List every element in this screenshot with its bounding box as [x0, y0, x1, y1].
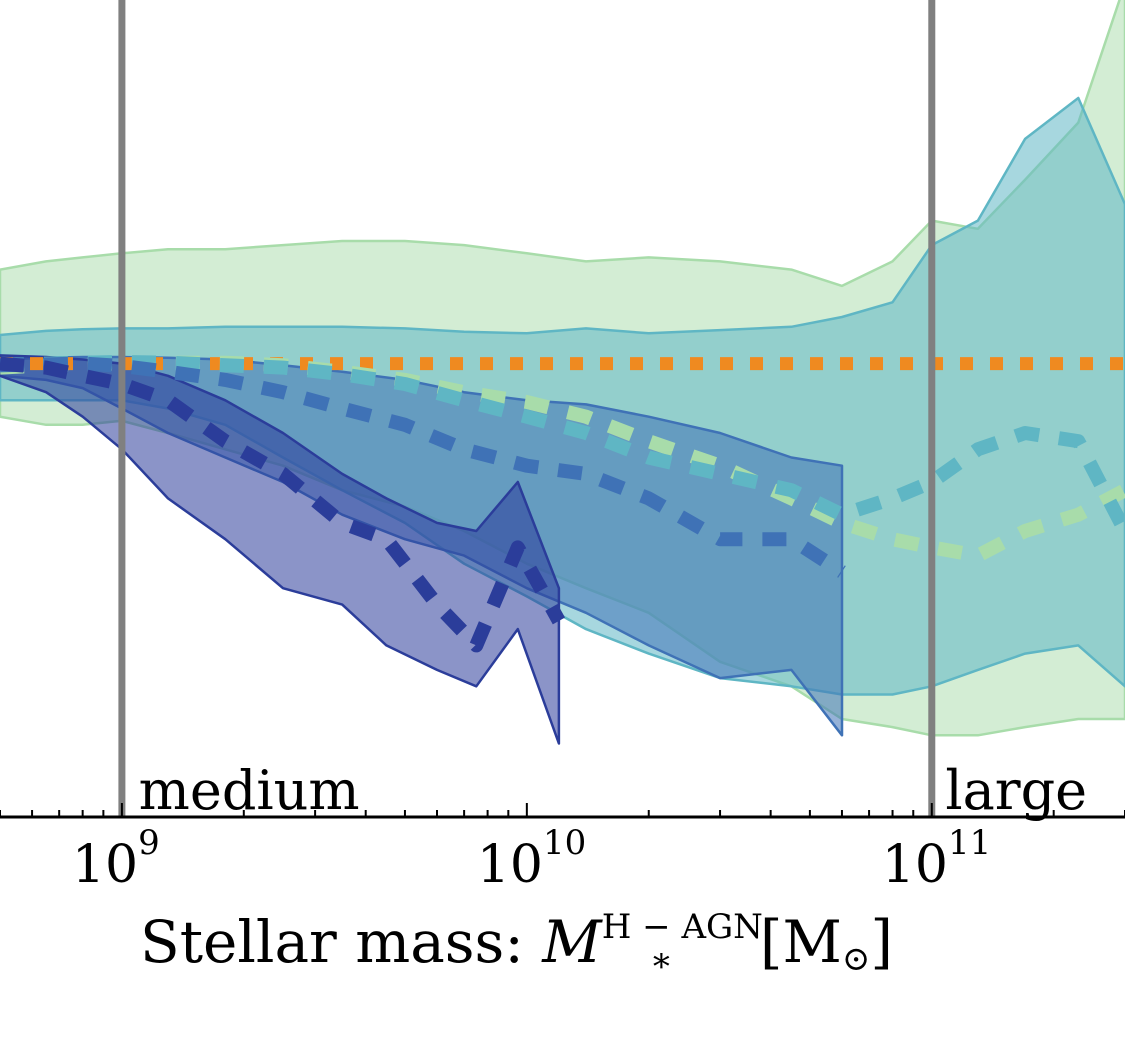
region-label-large: large: [945, 759, 1087, 822]
x-tick-label-11: 1011: [882, 823, 991, 895]
median-line-series-4: [0, 356, 566, 653]
x-tick-label-10: 1010: [477, 823, 586, 895]
band-series-4: [0, 354, 561, 745]
region-label-medium: medium: [139, 759, 360, 822]
median-line-series-3: [0, 356, 846, 578]
plot-area: [0, 0, 1125, 817]
x-tick-label-9: 109: [72, 823, 160, 895]
x-axis-title: Stellar mass: MH − AGN * [M⊙]: [140, 907, 893, 987]
axes-layer: medium large 109 1010 1011 Stellar mass: MH −…: [0, 759, 1125, 987]
